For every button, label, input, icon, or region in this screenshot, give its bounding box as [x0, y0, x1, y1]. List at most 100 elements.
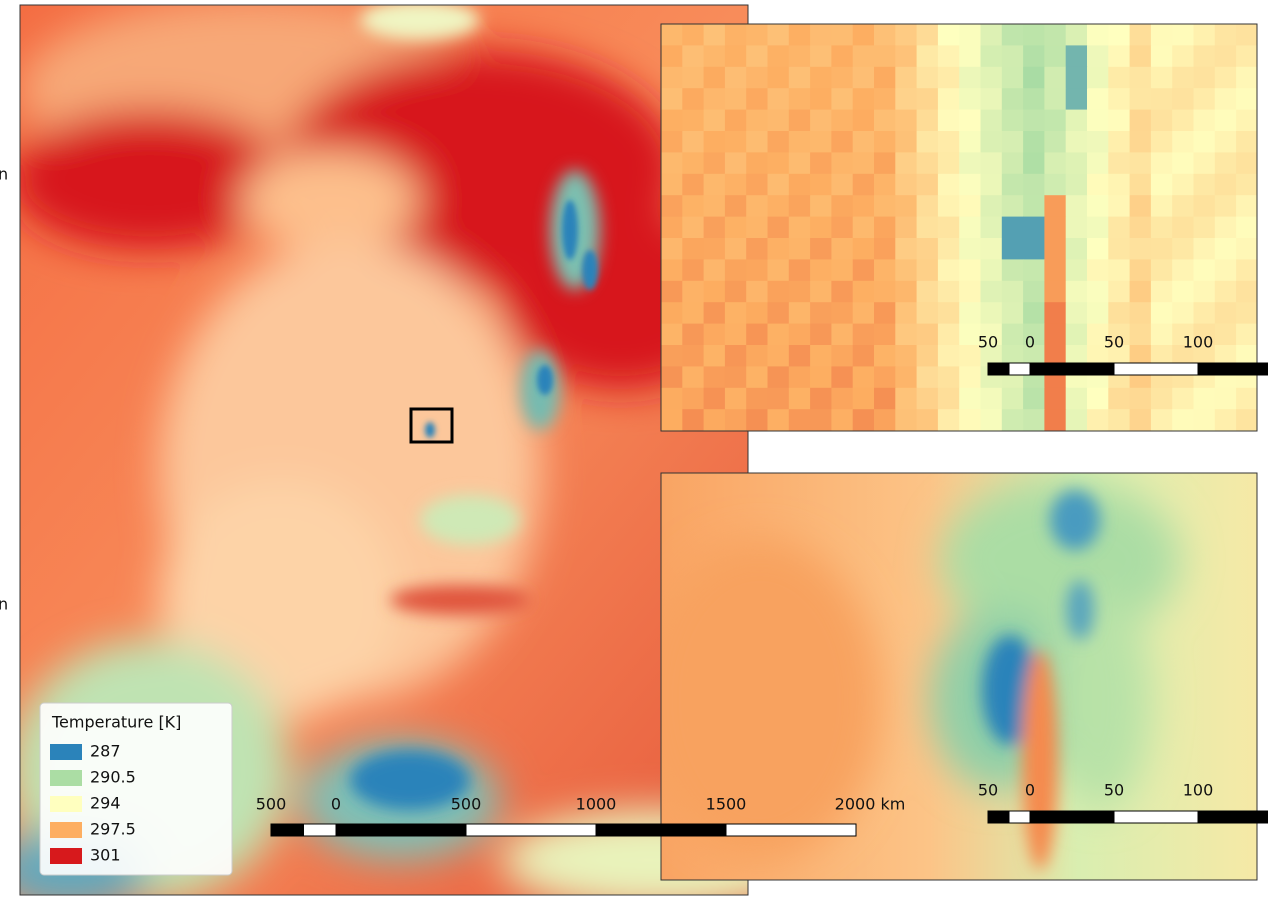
pixel: [1087, 281, 1109, 303]
pixel: [1087, 131, 1109, 153]
pixel: [1023, 67, 1045, 89]
pixel: [746, 195, 768, 217]
pixel: [981, 217, 1003, 239]
pixel: [1130, 195, 1152, 217]
pixel: [810, 388, 832, 410]
pixel: [938, 409, 960, 431]
pixel: [917, 67, 939, 89]
pixel: [1044, 88, 1066, 110]
pixel: [1236, 131, 1258, 153]
pixel: [831, 174, 853, 196]
pixel: [1151, 259, 1173, 281]
pixel: [768, 195, 790, 217]
pixel: [1108, 259, 1130, 281]
pixel: [768, 217, 790, 239]
pixel: [1044, 238, 1066, 260]
pixel: [959, 281, 981, 303]
pixel: [1236, 110, 1258, 132]
pixel: [1108, 302, 1130, 324]
pixel: [831, 324, 853, 346]
pixel: [768, 24, 790, 46]
pixel: [1002, 110, 1024, 132]
pixel: [768, 324, 790, 346]
pixel: [1023, 238, 1045, 260]
pixel: [682, 88, 704, 110]
pixel: [1236, 67, 1258, 89]
pixel: [831, 152, 853, 174]
pixel: [895, 45, 917, 67]
pixel: [725, 110, 747, 132]
pixel: [1108, 281, 1130, 303]
pixel: [1066, 131, 1088, 153]
pixel: [1172, 45, 1194, 67]
pixel: [853, 195, 875, 217]
pixel: [1194, 45, 1216, 67]
scale-bar-segment: [1030, 363, 1114, 375]
scale-bar-label: 50: [978, 333, 998, 352]
pixel: [1044, 281, 1066, 303]
pixel: [959, 217, 981, 239]
pixel: [661, 324, 683, 346]
scale-bar-label: 1500: [706, 795, 747, 814]
pixel: [1194, 174, 1216, 196]
pixel: [917, 366, 939, 388]
pixel: [746, 110, 768, 132]
scale-bar-label: 100: [1183, 333, 1214, 352]
pixel: [1002, 302, 1024, 324]
pixel: [1108, 152, 1130, 174]
pixel: [1044, 67, 1066, 89]
pixel: [810, 131, 832, 153]
scale-bar-segment: [1009, 363, 1030, 375]
pixel: [1023, 302, 1045, 324]
pixel: [1172, 281, 1194, 303]
pixel: [853, 174, 875, 196]
pixel: [1236, 409, 1258, 431]
pixel: [789, 195, 811, 217]
pixel: [853, 388, 875, 410]
pixel: [853, 259, 875, 281]
pixel: [1215, 67, 1237, 89]
pixel: [874, 409, 896, 431]
pixel: [746, 345, 768, 367]
pixel: [746, 45, 768, 67]
pixel: [1172, 152, 1194, 174]
legend-label: 287: [90, 742, 121, 761]
figure: Temperature [K] 287290.5294297.5301 n n …: [0, 0, 1268, 903]
pixel: [1215, 131, 1237, 153]
pixel: [917, 152, 939, 174]
pixel: [938, 302, 960, 324]
pixel: [789, 88, 811, 110]
pixel: [1087, 67, 1109, 89]
pixel: [810, 259, 832, 281]
pixel: [1194, 110, 1216, 132]
pixel: [1066, 217, 1088, 239]
pixel: [917, 174, 939, 196]
pixel: [1236, 24, 1258, 46]
pixel: [895, 88, 917, 110]
pixel: [1108, 195, 1130, 217]
pixel: [1087, 388, 1109, 410]
pixel: [938, 24, 960, 46]
pixel: [1002, 238, 1024, 260]
pixel: [704, 217, 726, 239]
pixel: [1044, 24, 1066, 46]
pixel: [1087, 259, 1109, 281]
pixel: [1130, 409, 1152, 431]
pixel: [1215, 259, 1237, 281]
pixel: [1066, 409, 1088, 431]
pixel: [1151, 195, 1173, 217]
pixel: [1023, 259, 1045, 281]
pixel: [810, 302, 832, 324]
scale-bar-segment: [466, 824, 596, 836]
pixel: [746, 174, 768, 196]
pixel: [1087, 174, 1109, 196]
pixel: [1108, 88, 1130, 110]
pixel: [938, 388, 960, 410]
pixel: [1151, 238, 1173, 260]
pixel: [959, 259, 981, 281]
scale-bar-segment: [726, 824, 856, 836]
scale-bar-label: 500: [451, 795, 482, 814]
pixel: [1066, 388, 1088, 410]
pixel: [725, 45, 747, 67]
pixel: [1194, 388, 1216, 410]
